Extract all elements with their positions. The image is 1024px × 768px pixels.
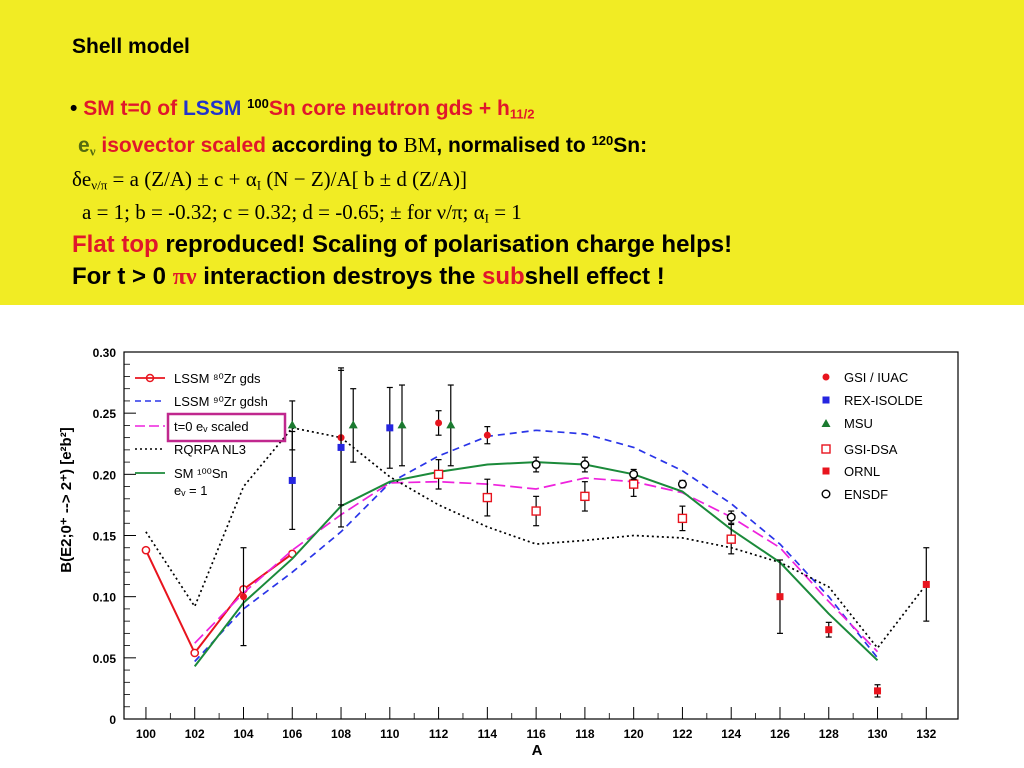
curve-point: [141, 545, 151, 555]
point-gsi-dsa: [531, 506, 541, 516]
y-tick-label: 0: [109, 713, 116, 727]
point-gsi-dsa: [433, 469, 444, 480]
y-tick-label: 0.05: [93, 652, 117, 666]
x-tick-label: 116: [526, 727, 546, 741]
x-tick-label: 106: [282, 727, 302, 741]
point-ornl: [874, 687, 882, 695]
legend-marker-lssm-80zr: [145, 373, 155, 383]
legend-label-rex-isolde: REX-ISOLDE: [844, 393, 923, 408]
point-ensdf: [531, 460, 541, 470]
point-msu: [348, 420, 358, 429]
y-tick-label: 0.20: [93, 468, 117, 482]
highlight-box: [166, 412, 287, 443]
point-ornl: [825, 626, 833, 634]
x-tick-label: 100: [136, 727, 156, 741]
x-tick-label: 104: [233, 727, 253, 741]
x-tick-label: 114: [478, 727, 498, 741]
legend-label-ornl: ORNL: [844, 464, 880, 479]
x-tick-label: 124: [721, 727, 741, 741]
legend-label-sm-100sn: SM ¹⁰⁰Sn: [174, 466, 228, 481]
curve-point: [190, 648, 200, 658]
point-ensdf: [580, 460, 590, 470]
x-axis-title: A: [532, 742, 543, 759]
lines-legend: LSSM ⁸⁰Zr gds LSSM ⁹⁰Zr gdsh t=0 eᵥ scal…: [135, 371, 287, 498]
parameter-line: a = 1; b = -0.32; c = 0.32; d = -0.65; ±…: [82, 200, 522, 226]
slide-title: Shell model: [72, 35, 190, 58]
point-gsi-dsa: [677, 513, 688, 524]
point-gsi-dsa: [580, 491, 590, 502]
legend-label-ensdf: ENSDF: [844, 487, 888, 502]
point-gsi-iuac: [483, 431, 491, 439]
y-tick-label: 0.15: [93, 530, 117, 544]
legend-marker-ornl: [822, 467, 830, 475]
point-gsi-iuac: [435, 419, 443, 427]
point-rex-isolde: [337, 443, 345, 451]
point-gsi-iuac: [239, 593, 247, 601]
point-rex-isolde: [386, 424, 394, 432]
legend-marker-gsi-dsa: [821, 444, 831, 454]
curve-sm-100sn: [193, 461, 879, 668]
legend-label-ev-1: eᵥ = 1: [174, 483, 207, 498]
point-msu: [446, 420, 456, 429]
point-ensdf: [677, 479, 687, 489]
legend-marker-msu: [821, 419, 831, 427]
be2-chart: 0 0.05 0.10 0.15 0.20 0.25 0.30 100 102 104 106 108…: [58, 346, 959, 759]
slide-header: Shell model • SM t=0 of LSSM 100Sn core …: [0, 0, 1024, 305]
legend-label-lssm-90zr: LSSM ⁹⁰Zr gdsh: [174, 394, 268, 409]
y-tick-label: 0.25: [93, 407, 117, 421]
shell-model-bullet: • SM t=0 of LSSM 100Sn core neutron gds …: [70, 96, 535, 122]
legend-label-rqrpa: RQRPA NL3: [174, 442, 246, 457]
points-legend: GSI / IUAC REX-ISOLDE MSU GSI-DSA ORNL E…: [821, 370, 923, 502]
legend-label-t0-scaled: t=0 eᵥ scaled: [174, 419, 249, 434]
curve-t-0-ev-scaled: [194, 477, 879, 653]
x-tick-label: 128: [819, 727, 839, 741]
y-tick-label: 0.30: [93, 346, 117, 360]
x-tick-label: 112: [429, 727, 449, 741]
x-tick-label: 130: [868, 727, 888, 741]
x-tick-label: 126: [770, 727, 790, 741]
point-ornl: [776, 593, 784, 601]
legend-marker-ensdf: [821, 489, 831, 499]
x-tick-label: 110: [380, 727, 400, 741]
conclusion-line-1: Flat top reproduced! Scaling of polarisa…: [72, 231, 733, 258]
point-msu: [287, 420, 297, 429]
x-tick-label: 118: [575, 727, 595, 741]
x-tick-label: 108: [331, 727, 351, 741]
legend-label-gsi-dsa: GSI-DSA: [844, 442, 898, 457]
point-ensdf: [726, 512, 736, 522]
point-ornl: [922, 580, 930, 588]
legend-marker-gsi-iuac: [822, 373, 830, 381]
x-tick-label: 132: [916, 727, 936, 741]
point-gsi-dsa: [628, 479, 639, 489]
point-ensdf: [629, 469, 639, 479]
curve-lssm-90zr-gdsh: [194, 429, 879, 663]
point-gsi-dsa: [482, 492, 493, 503]
legend-label-lssm-80zr: LSSM ⁸⁰Zr gds: [174, 371, 261, 386]
legend-label-gsi-iuac: GSI / IUAC: [844, 370, 908, 385]
legend-marker-rex-isolde: [822, 396, 830, 404]
conclusion-line-2: For t > 0 πν interaction destroys the su…: [72, 263, 665, 290]
point-gsi-dsa: [726, 534, 736, 544]
formula-line: δeν/π = a (Z/A) ± c + αI (N − Z)/A[ b ± …: [72, 167, 467, 193]
effective-charge-line: eν isovector scaled according to BM, nor…: [78, 133, 648, 159]
x-tick-label: 120: [624, 727, 644, 741]
point-rex-isolde: [288, 476, 296, 484]
x-tick-label: 102: [185, 727, 205, 741]
point-msu: [397, 420, 407, 429]
y-tick-label: 0.10: [93, 591, 117, 605]
x-tick-label: 122: [672, 727, 692, 741]
y-axis-title: B(E2;0⁺ --> 2⁺) [e²b²]: [58, 427, 75, 572]
legend-label-msu: MSU: [844, 416, 873, 431]
